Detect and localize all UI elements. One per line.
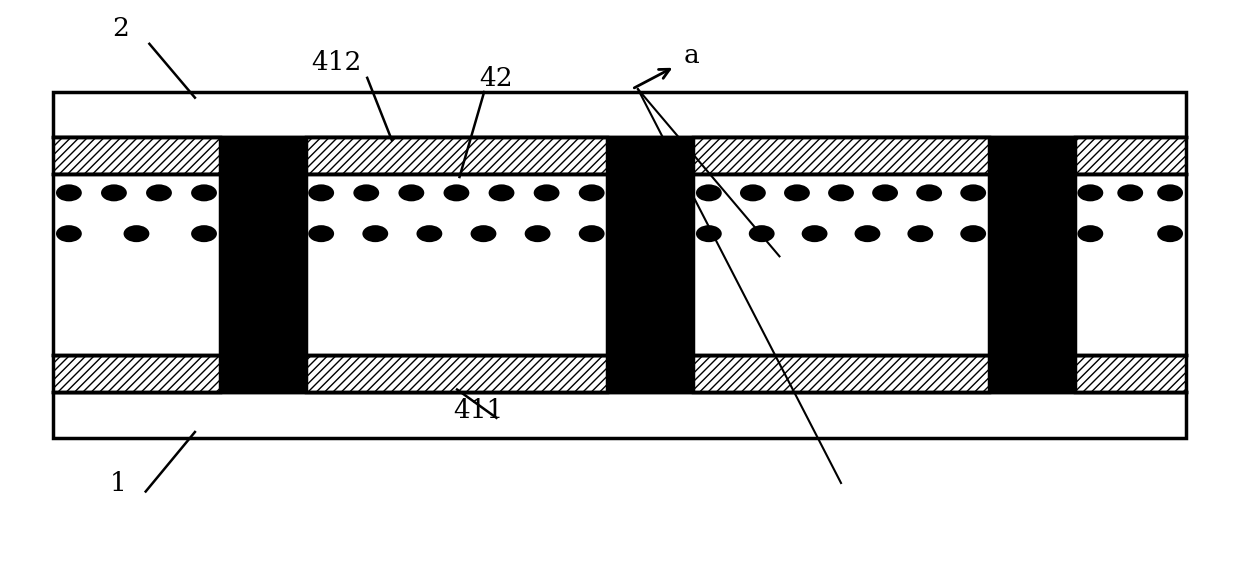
Ellipse shape — [102, 185, 126, 201]
Bar — [53, 137, 219, 174]
Ellipse shape — [907, 225, 933, 242]
Text: a: a — [684, 43, 699, 68]
Ellipse shape — [916, 185, 942, 201]
Ellipse shape — [802, 225, 828, 242]
Ellipse shape — [471, 225, 497, 242]
Ellipse shape — [1078, 185, 1103, 201]
Ellipse shape — [855, 225, 881, 242]
Ellipse shape — [56, 225, 82, 242]
Ellipse shape — [524, 225, 550, 242]
Ellipse shape — [579, 225, 605, 242]
Bar — [53, 92, 1186, 137]
Text: 42: 42 — [479, 66, 513, 91]
Ellipse shape — [488, 185, 514, 201]
Ellipse shape — [56, 185, 82, 201]
Text: 411: 411 — [452, 398, 503, 424]
Bar — [306, 137, 607, 174]
Ellipse shape — [740, 185, 766, 201]
Bar — [1075, 137, 1186, 174]
Text: β: β — [755, 220, 771, 245]
Ellipse shape — [416, 225, 442, 242]
Text: 412: 412 — [311, 50, 362, 75]
Text: 2: 2 — [113, 16, 130, 41]
Bar — [694, 137, 989, 174]
Bar — [607, 137, 694, 392]
Ellipse shape — [124, 225, 150, 242]
Ellipse shape — [1157, 225, 1183, 242]
Ellipse shape — [828, 185, 854, 201]
Text: 3: 3 — [204, 309, 222, 334]
Ellipse shape — [696, 225, 722, 242]
Ellipse shape — [191, 185, 217, 201]
Bar — [219, 137, 306, 392]
Ellipse shape — [748, 225, 774, 242]
Ellipse shape — [309, 225, 335, 242]
Ellipse shape — [579, 185, 605, 201]
Bar — [989, 137, 1075, 392]
Ellipse shape — [960, 225, 986, 242]
Bar — [53, 174, 219, 355]
Bar — [694, 174, 989, 355]
Bar — [1075, 355, 1186, 392]
Bar — [694, 355, 989, 392]
Bar — [53, 355, 219, 392]
Ellipse shape — [960, 185, 986, 201]
Ellipse shape — [309, 185, 335, 201]
Ellipse shape — [1078, 225, 1103, 242]
Text: 1: 1 — [110, 471, 126, 496]
Ellipse shape — [444, 185, 470, 201]
Bar — [1075, 174, 1186, 355]
Bar — [53, 392, 1186, 438]
Ellipse shape — [1118, 185, 1144, 201]
Ellipse shape — [534, 185, 560, 201]
Bar — [306, 174, 607, 355]
Ellipse shape — [872, 185, 898, 201]
Ellipse shape — [696, 185, 722, 201]
Ellipse shape — [191, 225, 217, 242]
Bar — [306, 355, 607, 392]
Ellipse shape — [362, 225, 388, 242]
Ellipse shape — [399, 185, 424, 201]
Ellipse shape — [146, 185, 172, 201]
Ellipse shape — [353, 185, 379, 201]
Ellipse shape — [784, 185, 810, 201]
Ellipse shape — [1157, 185, 1183, 201]
